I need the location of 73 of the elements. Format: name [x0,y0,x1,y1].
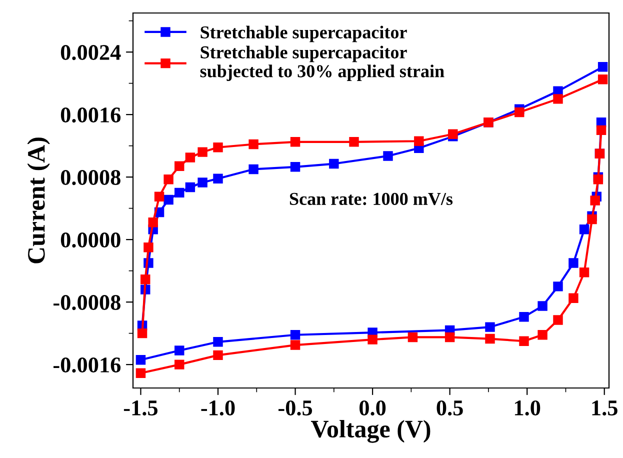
point [368,334,378,344]
y-axis-title: Current (A) [27,138,50,264]
point [568,293,578,304]
point [290,340,300,350]
point [448,129,458,139]
point [164,194,174,205]
y-tick-label: 0.0024 [60,44,121,60]
y-tick-label: -0.0016 [53,357,121,373]
point [136,355,146,365]
point [174,360,184,370]
point [598,74,608,84]
y-tick-label: 0.0000 [60,232,120,248]
point [598,62,608,72]
point [248,164,258,174]
point [538,330,548,340]
point [137,328,148,338]
x-tick-label: 0.5 [436,400,463,416]
point [590,196,600,206]
x-axis-title: Voltage (V) [310,420,430,443]
point [485,334,495,344]
point [593,174,604,184]
point [349,137,359,147]
point [519,312,529,322]
legend-label: Stretchable supercapacitor [200,26,407,42]
x-tick-label: 0.0 [360,400,386,416]
point [514,107,524,118]
point [164,174,174,184]
point [174,188,184,198]
y-tick-label: 0.0016 [60,107,121,123]
point [144,242,154,252]
point [213,174,223,184]
point [579,224,590,234]
point [596,125,606,136]
x-tick-label: 1.0 [514,400,540,416]
annotation: Scan rate: 1000 mV/s [290,192,453,206]
point [148,218,158,228]
point [553,315,563,325]
point [213,337,223,347]
point [553,94,563,104]
point [136,368,146,378]
point [290,162,300,172]
x-tick-label: 1.5 [592,400,618,416]
y-tick-label: -0.0008 [53,294,120,310]
point [587,214,597,224]
point [519,336,529,346]
point [174,346,184,356]
point [579,268,590,278]
point [553,282,563,292]
point [538,301,548,311]
point [140,274,150,284]
x-tick-label: -0.5 [278,400,312,416]
point [198,147,208,157]
point [185,152,196,162]
point [568,258,578,268]
point [383,151,393,161]
point [290,137,300,147]
point [213,350,223,360]
point [444,332,455,342]
point [414,136,424,146]
point [174,161,184,171]
x-tick-label: -1.5 [124,400,158,416]
point [290,330,300,340]
point [485,322,495,332]
point [248,139,258,150]
legend-label: Stretchable supercapacitor subjected to 30% applied strain [200,46,444,81]
point [185,182,196,192]
point [198,178,208,188]
point [329,158,339,169]
y-tick-label: 0.0008 [60,170,120,186]
point [213,142,223,152]
point [154,192,164,202]
x-tick-label: -1.0 [201,400,235,416]
point [408,332,418,342]
